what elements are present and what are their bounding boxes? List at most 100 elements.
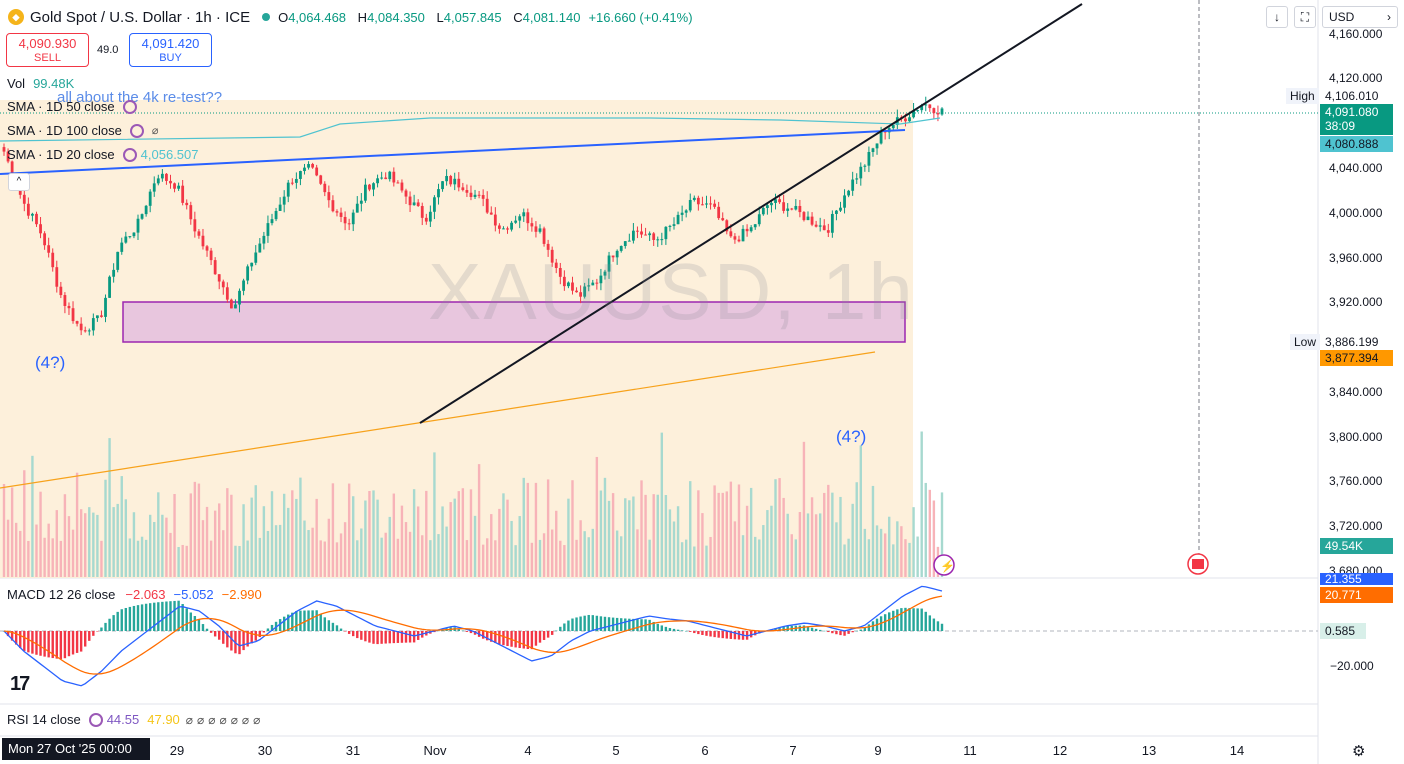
price-tick-label: 3,920.000 xyxy=(1329,295,1383,309)
candle-body xyxy=(514,220,518,223)
candle-body xyxy=(790,208,794,210)
collapse-legend-icon[interactable]: ^ xyxy=(8,173,30,191)
macd-hist-bar xyxy=(668,628,672,631)
tradingview-logo[interactable]: 17 xyxy=(10,673,30,695)
lightning-glyph: ⚡ xyxy=(940,559,955,573)
volume-bar xyxy=(827,484,830,577)
sma-price-tag: 4,080.888 xyxy=(1320,136,1393,152)
candle-body xyxy=(408,196,412,206)
candle-body xyxy=(558,267,562,277)
close-value: 4,081.140 xyxy=(522,9,581,25)
candle-body xyxy=(481,195,485,199)
symbol-title[interactable]: Gold Spot / U.S. Dollar · 1h · ICE xyxy=(30,8,251,26)
black-trendline[interactable] xyxy=(419,3,1083,424)
macd-label: MACD 12 26 close xyxy=(7,587,116,602)
vol-label: Vol xyxy=(7,76,26,91)
candle-body xyxy=(883,131,887,133)
hidden-eye-icon[interactable]: ⌀ xyxy=(151,125,159,137)
sma50-settings-icon[interactable] xyxy=(122,99,137,114)
support-zone-rectangle[interactable] xyxy=(122,301,906,343)
volume-bar xyxy=(855,482,858,577)
candle-body xyxy=(266,223,270,236)
volume-bar xyxy=(108,438,111,577)
macd-hist-bar xyxy=(473,631,477,635)
macd-hist-bar xyxy=(725,631,728,639)
currency-select[interactable]: USD › xyxy=(1322,6,1398,28)
wave-label-left[interactable]: (4?) xyxy=(35,353,66,372)
us-flag-glyph xyxy=(1192,559,1204,569)
volume-bar xyxy=(749,487,753,577)
candle-body xyxy=(908,117,911,122)
volume-bar xyxy=(185,545,188,577)
wave-label-right[interactable]: (4?) xyxy=(836,427,867,446)
blue-trendline[interactable] xyxy=(0,129,906,175)
candle-body xyxy=(278,204,282,211)
fullscreen-icon[interactable]: ⛶ xyxy=(1294,6,1316,28)
sma20-settings-icon[interactable] xyxy=(122,147,137,162)
candle-body xyxy=(526,212,530,224)
rsi-hidden-icons[interactable]: ⌀⌀⌀⌀⌀⌀⌀ xyxy=(185,712,265,727)
volume-bar xyxy=(587,537,590,577)
macd-hist-bar xyxy=(465,631,469,632)
volume-bar xyxy=(636,529,639,577)
macd-hist-bar xyxy=(916,608,919,631)
legend-sma100[interactable]: SMA · 1D 100 close ⌀ xyxy=(7,123,159,138)
lightning-event-icon[interactable] xyxy=(933,554,955,576)
macd-hist-bar xyxy=(291,612,294,631)
volume-bar xyxy=(181,544,184,577)
legend-sma50[interactable]: SMA · 1D 50 close xyxy=(7,99,141,114)
macd-hist-bar xyxy=(55,631,58,659)
volume-bar xyxy=(421,535,424,577)
volume-bar xyxy=(356,540,359,577)
candle-body xyxy=(63,295,67,306)
buy-price: 4,091.420 xyxy=(141,36,200,51)
candle-body xyxy=(185,202,189,206)
candle-body xyxy=(213,260,217,275)
rsi-settings-icon[interactable] xyxy=(88,712,103,727)
rsi-legend[interactable]: RSI 14 close 44.55 47.90 ⌀⌀⌀⌀⌀⌀⌀ xyxy=(7,712,264,727)
candle-body xyxy=(404,190,408,197)
macd-hist-bar xyxy=(847,631,850,634)
sma100-settings-icon[interactable] xyxy=(129,123,144,138)
macd-hist-bar xyxy=(530,631,534,650)
download-icon[interactable]: ↓ xyxy=(1266,6,1288,28)
volume-bar xyxy=(92,512,95,577)
volume-bar xyxy=(213,510,217,577)
candle-body xyxy=(554,262,558,268)
macd-hist-bar xyxy=(242,631,245,651)
crosshair-date: Mon 27 Oct '25 00:00 xyxy=(2,738,150,760)
macd-hist-bar xyxy=(502,631,505,646)
macd-hist-bar xyxy=(19,631,22,649)
candle-body xyxy=(721,218,725,221)
volume-bar xyxy=(908,542,911,577)
candle-body xyxy=(169,180,172,184)
candle-body xyxy=(664,226,668,240)
volume-bar xyxy=(23,470,26,577)
candle-body xyxy=(859,166,863,179)
volume-bar xyxy=(226,488,229,577)
volume-bar xyxy=(177,546,180,577)
volume-bar xyxy=(875,525,879,577)
macd-hist-bar xyxy=(583,615,586,631)
macd-hist-bar xyxy=(928,615,932,631)
volume-bar xyxy=(157,492,160,577)
candle-body xyxy=(668,225,672,227)
candle-body xyxy=(575,290,578,293)
gear-icon[interactable]: ⚙ xyxy=(1352,743,1366,760)
macd-hist-bar xyxy=(412,631,416,643)
buy-button[interactable]: 4,091.420 BUY xyxy=(129,33,212,67)
retest-annotation[interactable]: all about the 4k re-test?? xyxy=(57,89,223,106)
volume-bar xyxy=(169,532,172,577)
macd-hist-bar xyxy=(729,631,733,639)
candle-body xyxy=(538,228,542,232)
sell-button[interactable]: 4,090.930 SELL xyxy=(6,33,89,67)
legend-sma20[interactable]: SMA · 1D 20 close 4,056.507 xyxy=(7,147,199,162)
volume-bar xyxy=(165,517,168,577)
volume-bar xyxy=(689,481,692,577)
volume-bar xyxy=(457,491,460,577)
macd-legend[interactable]: MACD 12 26 close −2.063 −5.052 −2.990 xyxy=(7,587,262,602)
legend-volume[interactable]: Vol 99.48 K xyxy=(7,76,74,91)
candle-body xyxy=(294,178,298,183)
orange-trendline[interactable] xyxy=(0,351,876,489)
